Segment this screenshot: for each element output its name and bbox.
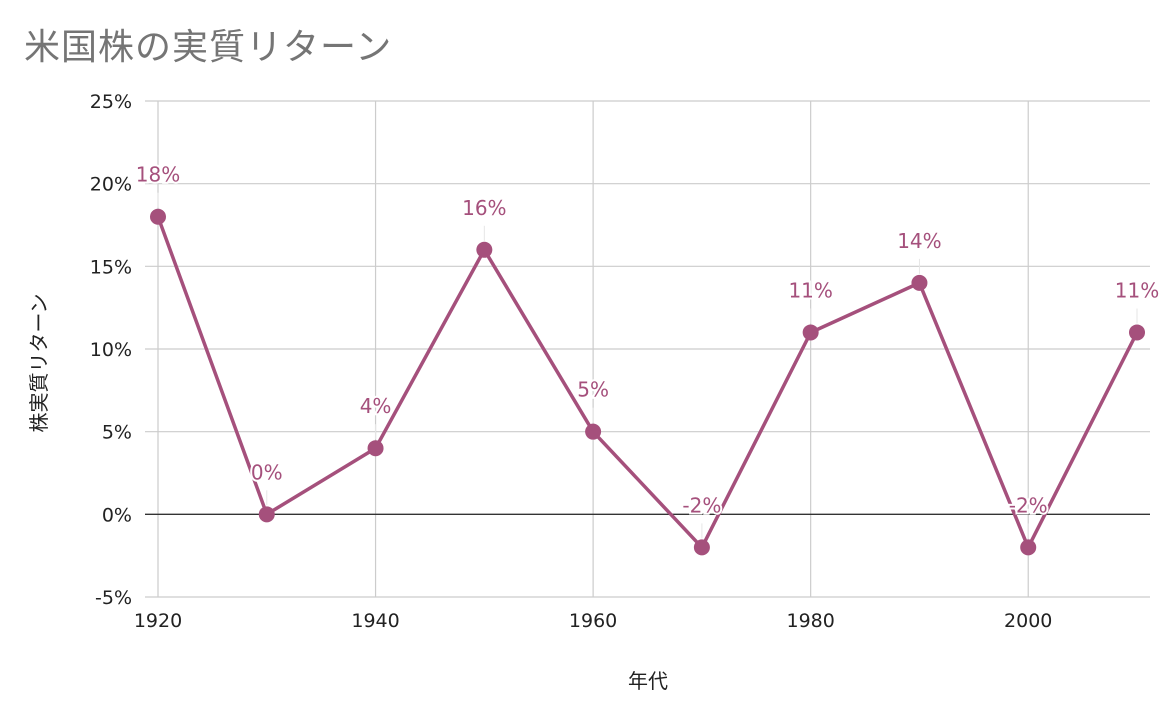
data-point: [367, 440, 384, 457]
data-point: [802, 324, 819, 341]
data-point: [693, 539, 710, 556]
y-tick-label: 25%: [90, 91, 132, 113]
data-label: 4%: [360, 394, 392, 418]
y-tick-label: 10%: [90, 339, 132, 361]
data-label: 0%: [251, 460, 283, 484]
x-axis-title: 年代: [628, 669, 668, 693]
y-tick-label: 5%: [102, 422, 132, 444]
data-label: 5%: [577, 378, 609, 402]
x-tick-label: 2000: [1004, 610, 1052, 632]
axis-layer: -5% 0% 5% 10% 15% 20% 25% 1920 1940 1960 1980 2000: [90, 91, 1150, 632]
y-tick-label: 20%: [90, 174, 132, 196]
x-tick-label: 1960: [569, 610, 617, 632]
grid-layer: [145, 100, 1150, 598]
data-label: -2%: [682, 493, 721, 517]
y-tick-label: -5%: [95, 587, 132, 609]
data-label: 11%: [788, 278, 832, 302]
x-tick-label: 1980: [786, 610, 834, 632]
data-label: 18%: [136, 163, 180, 187]
y-tick-label: 15%: [90, 256, 132, 278]
label-layer: 18% 0% 4% 16% 5% -2% 11% 14% -2% 11%: [134, 161, 1161, 539]
chart-title: 米国株の実質リターン: [24, 27, 393, 68]
series-layer: [150, 208, 1145, 556]
data-point: [1129, 324, 1145, 341]
data-label: 16%: [462, 196, 506, 220]
data-label: -2%: [1009, 493, 1048, 517]
x-tick-label: 1920: [134, 610, 182, 632]
x-tick-label: 1940: [351, 610, 399, 632]
y-axis-title: 株実質リターン: [27, 294, 51, 433]
data-point: [150, 208, 166, 225]
data-point: [585, 423, 602, 440]
data-label: 11%: [1115, 278, 1159, 302]
data-point: [258, 506, 275, 523]
data-point: [911, 274, 928, 291]
data-label: 14%: [897, 229, 941, 253]
data-point: [476, 241, 493, 258]
series-line: [156, 214, 1139, 550]
y-tick-label: 0%: [102, 504, 132, 526]
data-point: [1020, 539, 1037, 556]
